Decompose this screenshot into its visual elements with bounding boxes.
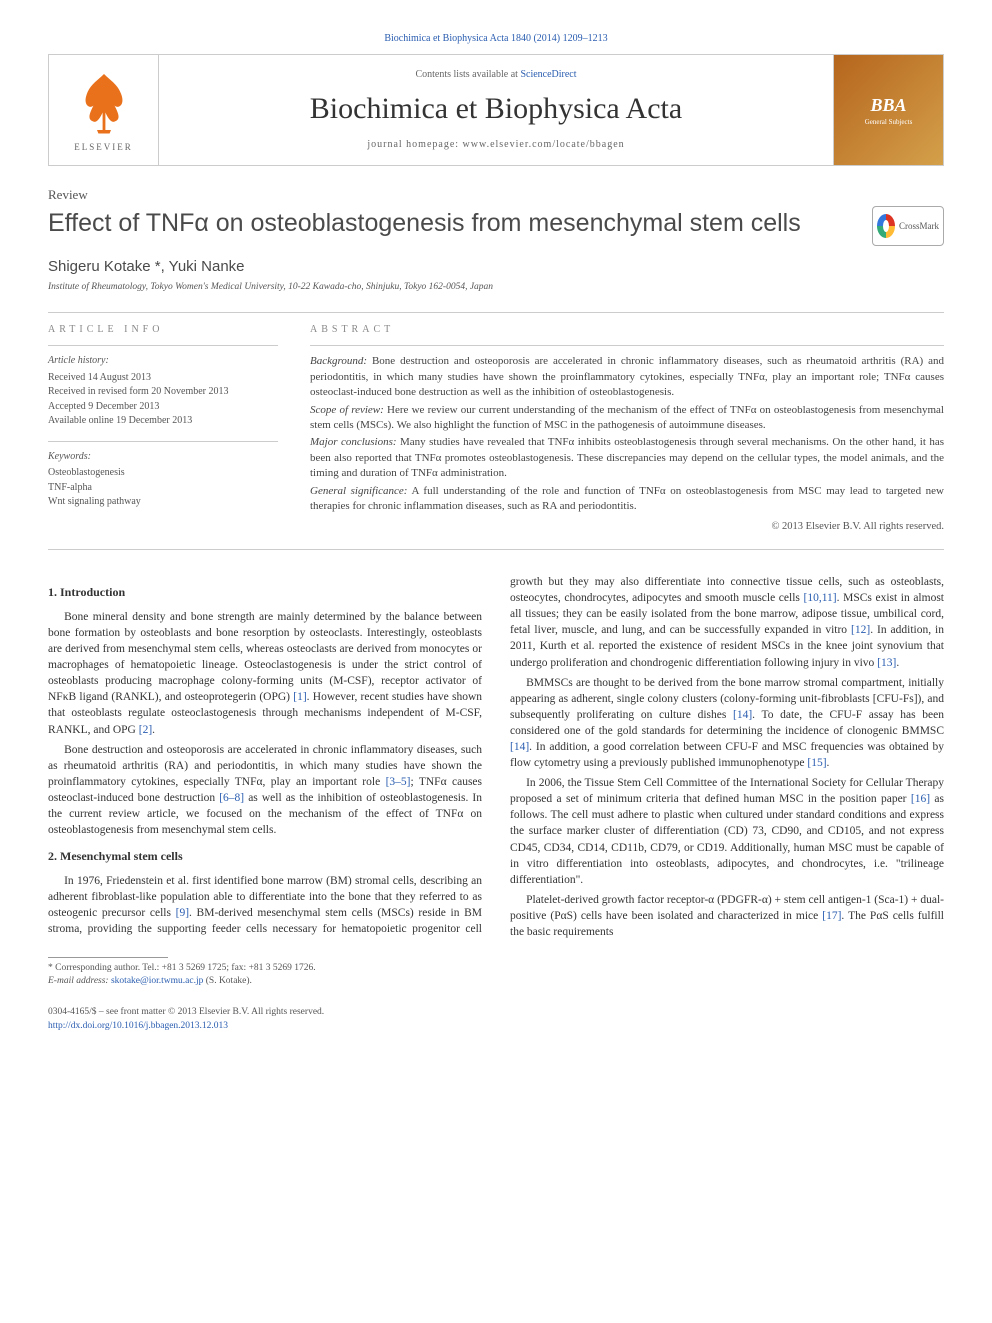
body-two-column: 1. Introduction Bone mineral density and… bbox=[48, 574, 944, 941]
t: . bbox=[152, 724, 155, 736]
scope-text: Here we review our current understanding… bbox=[310, 404, 944, 431]
bg-text: Bone destruction and osteoporosis are ac… bbox=[310, 355, 944, 398]
info-abstract-row: article info Article history: Received 1… bbox=[48, 323, 944, 535]
t: . bbox=[896, 657, 899, 669]
section-heading: 2. Mesenchymal stem cells bbox=[48, 848, 482, 865]
email-link[interactable]: skotake@ior.twmu.ac.jp bbox=[111, 976, 203, 986]
section-heading: 1. Introduction bbox=[48, 584, 482, 601]
corresponding-author-footnote: * Corresponding author. Tel.: +81 3 5269… bbox=[48, 962, 442, 989]
keywords-block: Keywords: Osteoblastogenesis TNF-alpha W… bbox=[48, 441, 278, 510]
journal-name: Biochimica et Biophysica Acta bbox=[159, 88, 833, 130]
crossmark-text: CrossMark bbox=[899, 220, 939, 233]
history-revised: Received in revised form 20 November 201… bbox=[48, 385, 278, 400]
citation-link[interactable]: [17] bbox=[822, 910, 841, 922]
abstract-conclusions: Major conclusions: Many studies have rev… bbox=[310, 435, 944, 481]
sciencedirect-link[interactable]: ScienceDirect bbox=[520, 69, 576, 80]
page-root: Biochimica et Biophysica Acta 1840 (2014… bbox=[0, 0, 992, 1057]
citation-link[interactable]: [14] bbox=[733, 709, 752, 721]
divider bbox=[48, 549, 944, 550]
document-type: Review bbox=[48, 186, 944, 204]
header-box: ELSEVIER Contents lists available at Sci… bbox=[48, 54, 944, 166]
homepage-label: journal homepage: bbox=[367, 139, 462, 150]
citation-link[interactable]: [13] bbox=[877, 657, 896, 669]
bba-text: BBA bbox=[870, 93, 906, 118]
title-row: Effect of TNFα on osteoblastogenesis fro… bbox=[48, 206, 944, 246]
abstract-body: Background: Bone destruction and osteopo… bbox=[310, 345, 944, 535]
t: Bone mineral density and bone strength a… bbox=[48, 611, 482, 703]
article-history: Article history: Received 14 August 2013… bbox=[48, 345, 278, 429]
citation-link[interactable]: [2] bbox=[139, 724, 152, 736]
citation-link[interactable]: [16] bbox=[911, 793, 930, 805]
mc-label: Major conclusions: bbox=[310, 436, 397, 448]
keyword: Osteoblastogenesis bbox=[48, 466, 278, 481]
affiliation: Institute of Rheumatology, Tokyo Women's… bbox=[48, 281, 944, 294]
abstract-copyright: © 2013 Elsevier B.V. All rights reserved… bbox=[310, 520, 944, 535]
body-paragraph: BMMSCs are thought to be derived from th… bbox=[510, 675, 944, 772]
gs-label: General significance: bbox=[310, 485, 407, 497]
contents-prefix: Contents lists available at bbox=[415, 69, 520, 80]
doi-link[interactable]: http://dx.doi.org/10.1016/j.bbagen.2013.… bbox=[48, 1021, 228, 1031]
citation-link[interactable]: [3–5] bbox=[386, 776, 411, 788]
history-header: Article history: bbox=[48, 354, 278, 369]
bba-journal-cover[interactable]: BBA General Subjects bbox=[833, 55, 943, 165]
article-info-column: article info Article history: Received 1… bbox=[48, 323, 278, 535]
abstract-scope: Scope of review: Here we review our curr… bbox=[310, 403, 944, 434]
email-suffix: (S. Kotake). bbox=[203, 976, 252, 986]
citation-link[interactable]: [15] bbox=[807, 757, 826, 769]
citation-link[interactable]: [12] bbox=[851, 624, 870, 636]
abstract-background: Background: Bone destruction and osteopo… bbox=[310, 354, 944, 400]
corr-author: * Corresponding author. Tel.: +81 3 5269… bbox=[48, 962, 442, 975]
abstract-significance: General significance: A full understandi… bbox=[310, 484, 944, 515]
journal-ref-link[interactable]: Biochimica et Biophysica Acta 1840 (2014… bbox=[384, 33, 607, 44]
citation-link[interactable]: [10,11] bbox=[804, 592, 837, 604]
page-footer: 0304-4165/$ – see front matter © 2013 El… bbox=[48, 1006, 944, 1033]
scope-label: Scope of review: bbox=[310, 404, 384, 416]
body-paragraph: In 2006, the Tissue Stem Cell Committee … bbox=[510, 775, 944, 888]
t: In 2006, the Tissue Stem Cell Committee … bbox=[510, 777, 944, 805]
journal-reference: Biochimica et Biophysica Acta 1840 (2014… bbox=[48, 32, 944, 46]
citation-link[interactable]: [9] bbox=[176, 907, 189, 919]
crossmark-icon bbox=[877, 214, 895, 238]
keyword: Wnt signaling pathway bbox=[48, 495, 278, 510]
bba-subtext: General Subjects bbox=[865, 118, 913, 128]
authors: Shigeru Kotake *, Yuki Nanke bbox=[48, 256, 944, 277]
history-received: Received 14 August 2013 bbox=[48, 371, 278, 386]
article-info-label: article info bbox=[48, 323, 278, 337]
t: . In addition, a good correlation betwee… bbox=[510, 741, 944, 769]
divider bbox=[48, 312, 944, 313]
history-online: Available online 19 December 2013 bbox=[48, 414, 278, 429]
citation-link[interactable]: [14] bbox=[510, 741, 529, 753]
article-title: Effect of TNFα on osteoblastogenesis fro… bbox=[48, 206, 862, 241]
homepage-url[interactable]: www.elsevier.com/locate/bbagen bbox=[463, 139, 625, 150]
header-center: Contents lists available at ScienceDirec… bbox=[159, 60, 833, 160]
contents-line: Contents lists available at ScienceDirec… bbox=[159, 68, 833, 82]
abstract-column: abstract Background: Bone destruction an… bbox=[310, 323, 944, 535]
bg-label: Background: bbox=[310, 355, 367, 367]
email-label: E-mail address: bbox=[48, 976, 111, 986]
t: as follows. The cell must adhere to plas… bbox=[510, 793, 944, 885]
journal-homepage: journal homepage: www.elsevier.com/locat… bbox=[159, 138, 833, 152]
history-accepted: Accepted 9 December 2013 bbox=[48, 400, 278, 415]
body-paragraph: Platelet-derived growth factor receptor-… bbox=[510, 892, 944, 940]
t: . bbox=[827, 757, 830, 769]
citation-link[interactable]: [6–8] bbox=[219, 792, 244, 804]
keywords-header: Keywords: bbox=[48, 450, 278, 465]
crossmark-badge[interactable]: CrossMark bbox=[872, 206, 944, 246]
corr-email-line: E-mail address: skotake@ior.twmu.ac.jp (… bbox=[48, 975, 442, 988]
mc-text: Many studies have revealed that TNFα inh… bbox=[310, 436, 944, 479]
footer-copyright: 0304-4165/$ – see front matter © 2013 El… bbox=[48, 1006, 944, 1019]
elsevier-tree-icon bbox=[69, 67, 139, 137]
abstract-label: abstract bbox=[310, 323, 944, 337]
keyword: TNF-alpha bbox=[48, 481, 278, 496]
body-paragraph: Bone mineral density and bone strength a… bbox=[48, 609, 482, 738]
footnote-separator bbox=[48, 957, 168, 958]
citation-link[interactable]: [1] bbox=[293, 691, 306, 703]
body-paragraph: Bone destruction and osteoporosis are ac… bbox=[48, 742, 482, 839]
elsevier-logo[interactable]: ELSEVIER bbox=[49, 55, 159, 165]
elsevier-text: ELSEVIER bbox=[74, 141, 133, 154]
